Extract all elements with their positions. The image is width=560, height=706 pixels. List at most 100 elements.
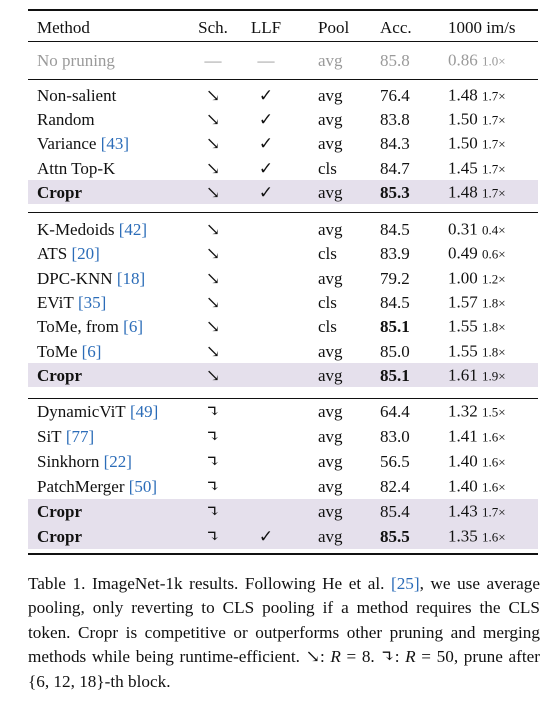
- llf-cell: ✓: [258, 182, 274, 202]
- pool-cell: avg: [318, 477, 343, 496]
- method-cell: Non-salient: [37, 86, 116, 106]
- pool-cell: cls: [318, 317, 337, 337]
- acc-cell: 76.4: [380, 86, 410, 105]
- pool-cell: avg: [318, 402, 343, 421]
- method-name: DPC-KNN: [37, 268, 113, 288]
- pool-cell: avg: [318, 365, 343, 385]
- method-cell: Sinkhorn [22]: [37, 452, 132, 472]
- sch-cell: ↘: [205, 317, 221, 337]
- acc-cell: 84.5: [380, 292, 410, 312]
- speed-cell: 1.50 1.7×: [448, 134, 506, 155]
- speed-value: 0.49: [448, 243, 478, 263]
- method-name: Attn Top-K: [37, 158, 116, 178]
- speed-value: 1.57: [448, 292, 478, 312]
- header-cell: Method: [37, 18, 90, 37]
- method-cell: Attn Top-K: [37, 159, 115, 179]
- citation: [77]: [65, 427, 95, 446]
- pool-cell: avg: [318, 341, 343, 361]
- acc-cell: 85.3: [380, 183, 410, 203]
- speedup: 1.8×: [482, 319, 506, 335]
- method-cell: PatchMerger [50]: [37, 477, 157, 497]
- speed-cell: 0.86 1.0×: [448, 51, 506, 72]
- row-highlight: [28, 180, 538, 205]
- sch-cell: ↴: [205, 502, 221, 521]
- method-cell: DynamicViT [49]: [37, 402, 158, 422]
- pool-cell: cls: [318, 158, 337, 178]
- speed-cell: 1.48 1.7×: [448, 86, 506, 107]
- citation: [42]: [118, 220, 148, 239]
- speed-value: 0.31: [448, 219, 478, 239]
- speed-cell: 1.35 1.6×: [448, 527, 506, 548]
- pool-cell: avg: [318, 220, 343, 239]
- method-cell: DPC-KNN [18]: [37, 269, 145, 289]
- speed-cell: 1.55 1.8×: [448, 341, 506, 362]
- caption-text: Table 1. ImageNet-1k results. Following …: [28, 574, 391, 593]
- acc-cell: 85.4: [380, 502, 410, 521]
- speedup: 1.5×: [482, 404, 506, 420]
- citation: [6]: [81, 341, 102, 361]
- caption-text: R: [405, 647, 416, 667]
- speedup: 1.2×: [482, 271, 506, 287]
- acc-cell: 85.8: [380, 51, 410, 70]
- speed-value: 1.41: [448, 426, 478, 446]
- method-name: Variance: [37, 134, 97, 154]
- pool-cell: avg: [318, 268, 343, 288]
- sch-cell: ↘: [205, 134, 221, 154]
- speed-cell: 0.31 0.4×: [448, 220, 506, 241]
- speed-value: 1.61: [448, 365, 478, 385]
- caption: Table 1. ImageNet-1k results. Following …: [28, 572, 540, 694]
- speed-value: 1.40: [448, 451, 478, 471]
- citation: [22]: [103, 452, 132, 471]
- acc-cell: 85.5: [380, 527, 410, 547]
- acc-value: 85.5: [380, 527, 410, 546]
- citation: [18]: [116, 268, 146, 288]
- method-name: Sinkhorn: [37, 452, 100, 471]
- method-name: PatchMerger: [37, 477, 125, 496]
- speed-cell: 1.41 1.6×: [448, 427, 506, 448]
- speed-cell: 1.50 1.7×: [448, 110, 506, 131]
- citation: [6]: [123, 317, 143, 337]
- method-name: Cropr: [37, 182, 83, 202]
- method-cell: Cropr: [37, 183, 82, 203]
- speed-cell: 0.49 0.6×: [448, 244, 506, 265]
- acc-value: 85.1: [380, 365, 410, 385]
- speedup: 1.7×: [482, 88, 506, 104]
- sch-cell: ↘: [205, 292, 221, 312]
- method-name: Non-salient: [37, 86, 117, 105]
- citation: [20]: [71, 244, 100, 264]
- pool-cell: avg: [318, 86, 343, 105]
- speed-cell: 1.48 1.7×: [448, 182, 506, 203]
- speed-cell: 1.45 1.7×: [448, 158, 506, 179]
- rule: [28, 212, 538, 213]
- speedup: 1.7×: [482, 136, 506, 152]
- speed-value: 1.50: [448, 133, 478, 153]
- header-cell: Pool: [318, 18, 350, 37]
- pool-cell: avg: [318, 51, 343, 70]
- citation: [43]: [100, 134, 130, 154]
- method-name: ATS: [37, 244, 68, 264]
- speed-cell: 1.40 1.6×: [448, 477, 506, 498]
- speed-value: 1.43: [448, 501, 478, 521]
- header-cell: Acc.: [380, 18, 412, 37]
- citation: [50]: [128, 477, 158, 496]
- speedup: 1.6×: [482, 479, 506, 495]
- acc-cell: 84.3: [380, 134, 410, 154]
- acc-value: 85.1: [380, 317, 410, 337]
- sch-cell: ↘: [205, 158, 221, 178]
- method-name: Cropr: [37, 365, 83, 385]
- speed-cell: 1.40 1.6×: [448, 452, 506, 473]
- caption-text: = 8. ↴:: [340, 647, 406, 667]
- method-cell: ToMe [6]: [37, 342, 101, 362]
- acc-cell: 79.2: [380, 268, 410, 288]
- method-cell: K-Medoids [42]: [37, 220, 147, 240]
- method-name: No pruning: [37, 51, 115, 70]
- method-name: Cropr: [37, 502, 83, 521]
- speedup: 1.8×: [482, 295, 506, 311]
- sch-cell: ↘: [205, 220, 221, 239]
- citation: [49]: [129, 402, 159, 421]
- pool-cell: avg: [318, 527, 343, 546]
- method-cell: Cropr: [37, 527, 82, 547]
- sch-cell: —: [204, 51, 222, 70]
- method-cell: SiT [77]: [37, 427, 94, 447]
